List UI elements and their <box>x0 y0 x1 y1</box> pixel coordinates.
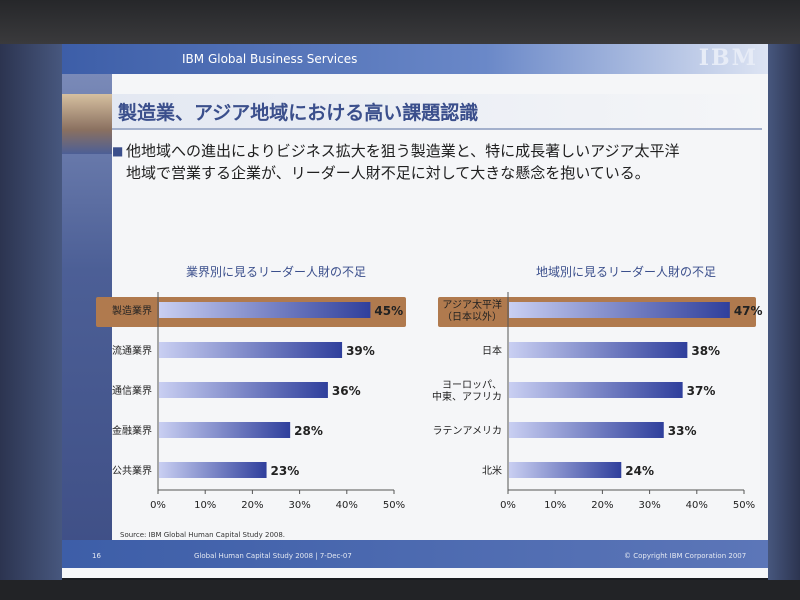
footer-copyright: © Copyright IBM Corporation 2007 <box>624 552 747 560</box>
chart-title: 地域別に見るリーダー人財の不足 <box>536 264 716 279</box>
source-note: Source: IBM Global Human Capital Study 2… <box>120 531 286 539</box>
bullet-line-1: 他地域への進出によりビジネス拡大を狙う製造業と、特に成長著しいアジア太平洋 <box>126 142 680 160</box>
category-label: 北米 <box>482 464 502 477</box>
title-divider <box>112 128 762 130</box>
adjacent-screen-left <box>0 44 62 584</box>
value-label: 28% <box>294 424 323 438</box>
wall-background <box>0 0 800 44</box>
presentation-slide: IBM Global Business Services IBM 製造業、アジア… <box>62 44 768 578</box>
chart-title: 業界別に見るリーダー人財の不足 <box>186 264 366 279</box>
value-label: 45% <box>374 304 403 318</box>
footer-band: 16 Global Human Capital Study 2008 | 7-D… <box>62 540 768 568</box>
x-tick-label: 10% <box>544 500 566 511</box>
value-label: 38% <box>691 344 720 358</box>
sidebar-photo <box>62 94 112 154</box>
category-label: 金融業界 <box>112 424 152 437</box>
category-label: 日本 <box>482 344 502 357</box>
value-label: 37% <box>687 384 716 398</box>
value-label: 47% <box>734 304 763 318</box>
bar <box>509 422 664 438</box>
x-tick-label: 50% <box>383 500 405 511</box>
chart-2: 地域別に見るリーダー人財の不足 0% 10% 20% 30% 40% 50% アジア太平洋（日… <box>432 264 763 511</box>
x-tick-label: 50% <box>733 500 755 511</box>
header-text: IBM Global Business Services <box>182 52 358 66</box>
x-tick-label: 20% <box>591 500 613 511</box>
x-tick-label: 0% <box>150 500 166 511</box>
x-tick-label: 30% <box>288 500 310 511</box>
slide-header: IBM Global Business Services IBM <box>62 44 768 74</box>
x-tick-label: 40% <box>336 500 358 511</box>
floor-strip <box>0 580 800 600</box>
category-label: ラテンアメリカ <box>433 425 503 437</box>
bar <box>159 462 267 478</box>
bullet-text: ■ 他地域への進出によりビジネス拡大を狙う製造業と、特に成長著しいアジア太平洋 … <box>112 140 736 184</box>
bullet-icon: ■ <box>112 144 124 158</box>
x-tick-label: 40% <box>686 500 708 511</box>
bullet-line-2: 地域で営業する企業が、リーダー人財不足に対して大きな懸念を抱いている。 <box>126 164 650 182</box>
footer-center: Global Human Capital Study 2008 | 7-Dec-… <box>194 552 352 560</box>
adjacent-screen-right <box>768 44 800 584</box>
category-label: 通信業界 <box>112 384 152 397</box>
value-label: 24% <box>625 464 654 478</box>
bar <box>509 382 683 398</box>
x-tick-label: 10% <box>194 500 216 511</box>
value-label: 23% <box>271 464 300 478</box>
category-label: アジア太平洋（日本以外） <box>442 298 502 323</box>
bar <box>159 302 371 318</box>
ibm-logo: IBM <box>698 45 758 71</box>
slide-title: 製造業、アジア地域における高い課題認識 <box>118 102 479 124</box>
bar <box>509 342 688 358</box>
category-label: 製造業界 <box>112 304 152 317</box>
x-tick-label: 20% <box>241 500 263 511</box>
value-label: 33% <box>668 424 697 438</box>
bar <box>159 342 343 358</box>
value-label: 36% <box>332 384 361 398</box>
category-label: 流通業界 <box>112 344 152 357</box>
x-tick-label: 30% <box>638 500 660 511</box>
bar <box>159 382 328 398</box>
x-tick-label: 0% <box>500 500 516 511</box>
title-band <box>112 94 768 128</box>
bar <box>509 462 622 478</box>
chart-1: 業界別に見るリーダー人財の不足 0% 10% 20% 30% 40% 50% 製造業界 45% 流… <box>96 264 406 511</box>
charts-area: 業界別に見るリーダー人財の不足 0% 10% 20% 30% 40% 50% 製造業界 45% 流… <box>96 264 763 511</box>
bar <box>159 422 291 438</box>
value-label: 39% <box>346 344 375 358</box>
bar <box>509 302 730 318</box>
page-number: 16 <box>92 552 101 560</box>
category-label: ヨーロッパ、中東、アフリカ <box>432 379 502 403</box>
category-label: 公共業界 <box>112 464 152 477</box>
